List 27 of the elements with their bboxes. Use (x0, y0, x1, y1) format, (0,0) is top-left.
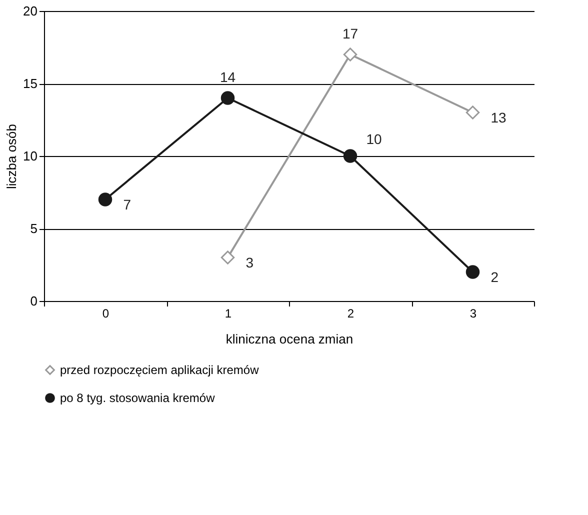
data-label: 14 (220, 69, 236, 85)
data-label: 10 (366, 131, 382, 147)
y-tick-label: 5 (30, 221, 38, 236)
x-tick-label: 1 (224, 306, 232, 320)
x-tick-label: 3 (470, 306, 477, 320)
y-axis-title: liczba osób (4, 124, 20, 190)
data-label: 7 (123, 196, 132, 212)
data-label: 2 (490, 269, 499, 285)
y-tick-label: 0 (30, 294, 38, 308)
y-tick-label: 10 (23, 148, 38, 164)
y-tick-label: 20 (23, 4, 38, 18)
x-tick-label: 0 (102, 306, 110, 320)
point (343, 48, 358, 62)
point (98, 192, 112, 206)
y-tick-label: 15 (23, 76, 38, 91)
point (466, 106, 480, 120)
x-tick-label: 2 (347, 306, 354, 320)
point (220, 91, 235, 105)
x-axis-title: kliniczna ocena zmian (226, 332, 354, 346)
legend-label: po 8 tyg. stosowania kremów (60, 391, 216, 405)
data-label: 13 (490, 110, 507, 126)
point (343, 149, 358, 163)
data-label: 3 (246, 254, 254, 270)
legend-label: przed rozpoczęciem aplikacji kremów (60, 363, 260, 377)
data-label: 17 (342, 26, 358, 42)
point (466, 265, 480, 279)
point (220, 250, 235, 264)
